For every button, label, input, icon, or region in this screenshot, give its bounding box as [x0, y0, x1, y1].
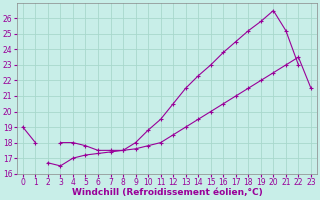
X-axis label: Windchill (Refroidissement éolien,°C): Windchill (Refroidissement éolien,°C) [72, 188, 262, 197]
